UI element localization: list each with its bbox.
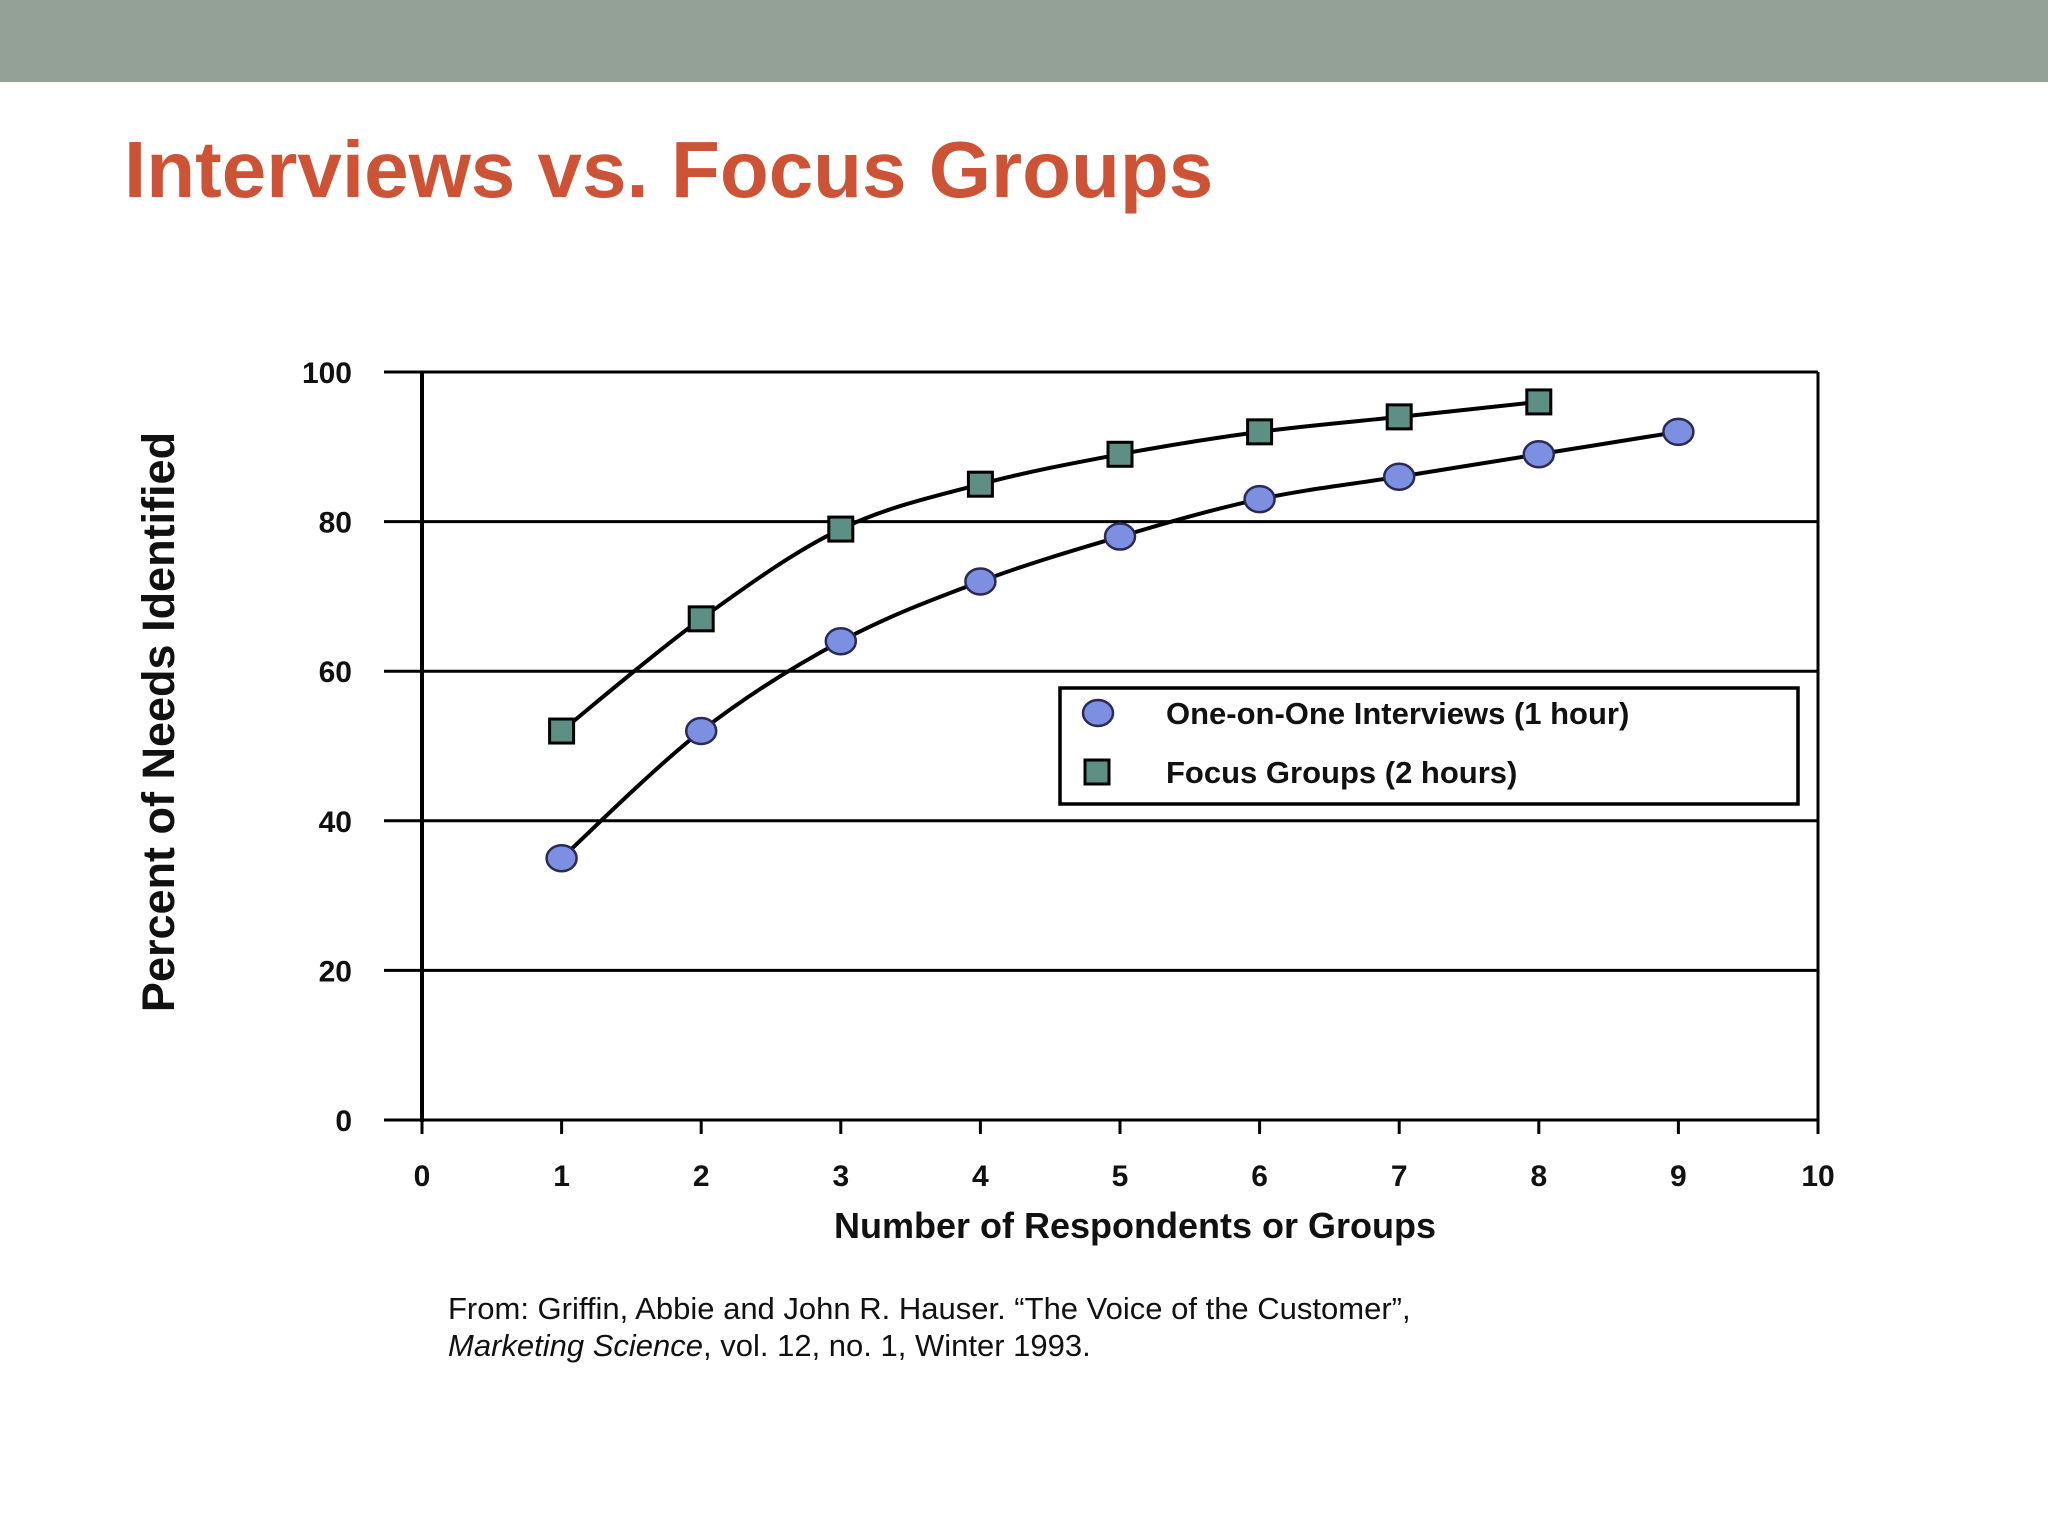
legend-label-square: Focus Groups (2 hours) — [1166, 755, 1517, 790]
point-circle-7 — [1382, 462, 1416, 491]
y-tick-label-0: 0 — [335, 1105, 352, 1138]
point-circle-6 — [1243, 484, 1276, 514]
x-tick-label-3: 3 — [832, 1160, 849, 1193]
citation-line-1: From: Griffin, Abbie and John R. Hauser.… — [448, 1291, 1411, 1326]
y-tick-label-100: 100 — [302, 357, 352, 390]
x-tick-label-0: 0 — [414, 1160, 431, 1193]
x-tick-label-4: 4 — [972, 1160, 989, 1193]
x-tick-label-8: 8 — [1530, 1160, 1547, 1193]
point-circle-8 — [1522, 440, 1556, 469]
series-line-square — [560, 399, 1540, 733]
x-axis-title: Number of Respondents or Groups — [834, 1205, 1436, 1246]
point-square-1 — [548, 717, 576, 745]
x-tick-label-2: 2 — [693, 1160, 710, 1193]
point-circle-1 — [545, 843, 578, 873]
top-banner — [0, 0, 2048, 82]
x-tick-label-5: 5 — [1112, 1160, 1129, 1193]
point-square-5 — [1106, 440, 1134, 468]
legend-box — [1058, 686, 1800, 806]
point-circle-5 — [1103, 522, 1137, 551]
legend-marker-square — [1083, 758, 1111, 786]
x-tick-label-6: 6 — [1251, 1160, 1268, 1193]
y-tick-label-20: 20 — [319, 955, 352, 988]
point-square-8 — [1525, 388, 1553, 416]
citation-details: , vol. 12, no. 1, Winter 1993. — [703, 1328, 1091, 1363]
y-tick-label-40: 40 — [319, 806, 352, 839]
x-tick-label-10: 10 — [1801, 1160, 1834, 1193]
slide-title: Interviews vs. Focus Groups — [124, 125, 1214, 214]
legend-label-circle: One-on-One Interviews (1 hour) — [1166, 696, 1629, 731]
point-square-6 — [1246, 418, 1274, 446]
point-square-4 — [966, 470, 994, 498]
x-tick-label-7: 7 — [1391, 1160, 1408, 1193]
citation: From: Griffin, Abbie and John R. Hauser.… — [448, 1290, 1848, 1364]
citation-journal: Marketing Science — [448, 1328, 704, 1363]
x-tick-label-1: 1 — [553, 1160, 570, 1193]
point-square-2 — [687, 605, 715, 633]
point-circle-2 — [684, 716, 718, 746]
point-circle-4 — [964, 567, 997, 596]
point-square-3 — [827, 515, 855, 543]
x-tick-label-9: 9 — [1670, 1160, 1687, 1193]
citation-line-2: Marketing Science, vol. 12, no. 1, Winte… — [448, 1327, 1848, 1364]
y-tick-label-80: 80 — [319, 507, 352, 540]
point-square-7 — [1385, 403, 1413, 431]
point-circle-3 — [824, 627, 858, 656]
point-circle-9 — [1662, 417, 1695, 447]
legend-marker-circle — [1081, 698, 1115, 728]
y-tick-label-60: 60 — [319, 656, 352, 689]
y-axis-title: Percent of Needs Identified — [133, 432, 184, 1012]
